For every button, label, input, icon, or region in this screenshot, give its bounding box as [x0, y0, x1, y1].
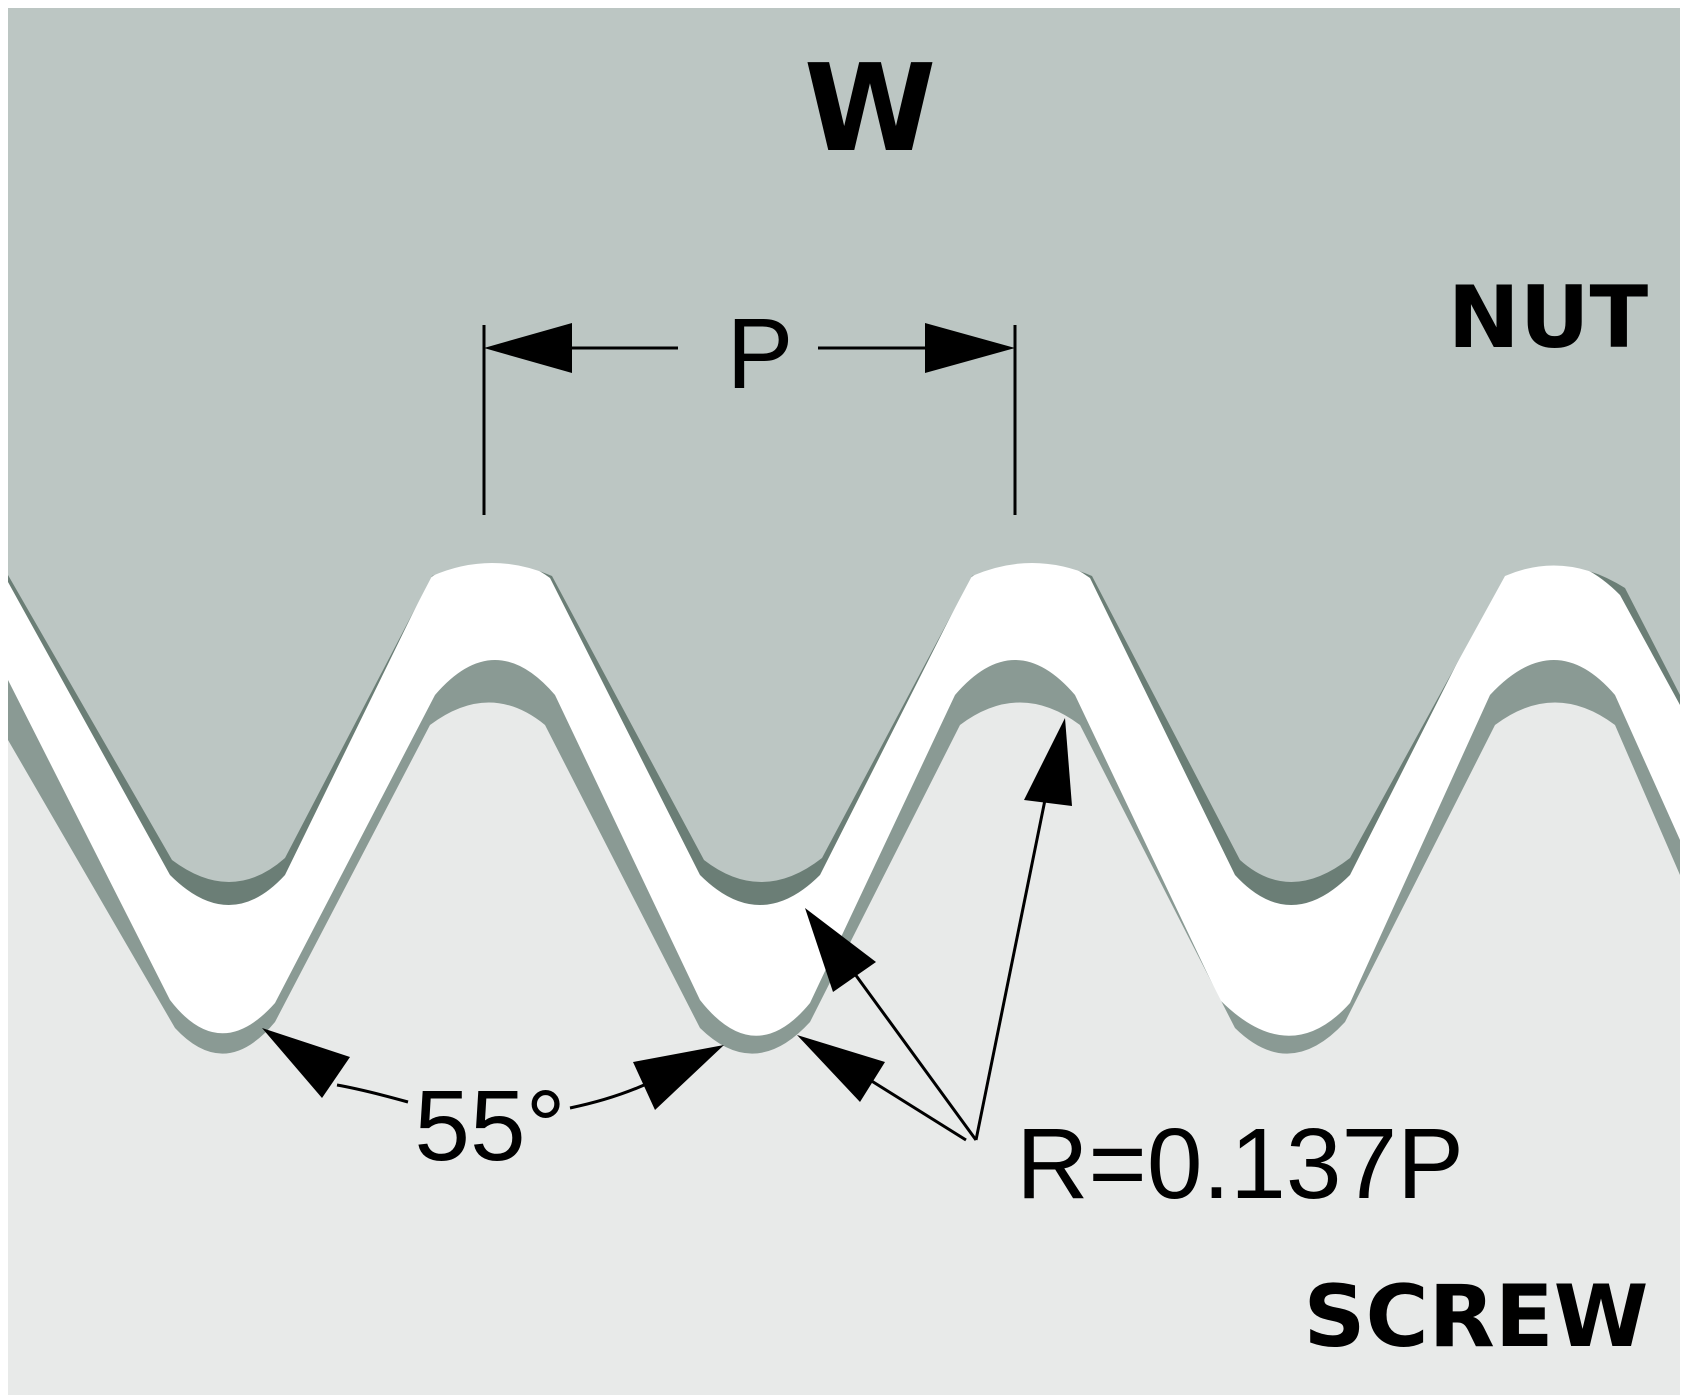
- angle-dimension: [262, 1028, 724, 1110]
- pitch-arrow-right: [925, 323, 1015, 373]
- pitch-label: P: [727, 298, 794, 410]
- title-label: W: [804, 40, 936, 179]
- radius-leader-3: [869, 1078, 967, 1142]
- angle-label: 55°: [414, 1070, 565, 1182]
- radius-leader-1: [974, 789, 1049, 1141]
- nut-body: [8, 8, 1680, 905]
- radius-arrow-1: [1024, 718, 1072, 806]
- screw-face: [8, 702, 1680, 1395]
- angle-arc-left: [336, 1083, 409, 1104]
- pitch-dimension: [482, 323, 1017, 515]
- radius-arrow-2: [805, 908, 876, 992]
- radius-leaders: [797, 718, 1072, 1142]
- nut-label: NUT: [1448, 268, 1649, 368]
- nut-face: [8, 8, 1680, 883]
- radius-label: R=0.137P: [1016, 1108, 1464, 1220]
- angle-arrow-right: [633, 1045, 724, 1110]
- screw-label: SCREW: [1304, 1267, 1649, 1367]
- radius-arrow-3: [797, 1035, 885, 1102]
- screw-body: [8, 660, 1680, 1395]
- angle-arrow-left: [262, 1028, 350, 1098]
- radius-leader-2: [850, 969, 978, 1141]
- pitch-arrow-left: [484, 323, 572, 373]
